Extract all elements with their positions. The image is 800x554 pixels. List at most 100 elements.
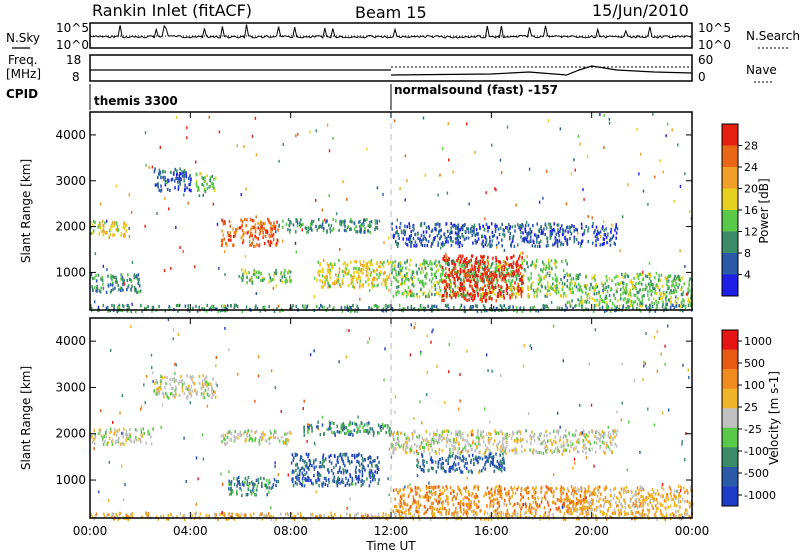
heatmap-cell — [350, 482, 353, 486]
heatmap-cell — [383, 260, 385, 265]
heatmap-cell — [339, 247, 341, 251]
heatmap-cell — [554, 284, 556, 288]
heatmap-cell — [190, 392, 192, 396]
heatmap-cell — [360, 270, 362, 274]
heatmap-cell — [594, 274, 596, 278]
heatmap-cell — [361, 456, 364, 460]
heatmap-cell — [313, 474, 315, 478]
heatmap-cell — [652, 283, 654, 287]
heatmap-cell — [468, 263, 471, 267]
heatmap-cell — [546, 500, 549, 504]
heatmap-cell — [510, 274, 513, 278]
heatmap-cell — [268, 478, 270, 483]
heatmap-cell — [455, 294, 457, 298]
heatmap-cell — [329, 285, 332, 289]
heatmap-cell — [296, 462, 298, 466]
heatmap-cell — [412, 292, 415, 296]
heatmap-cell — [446, 304, 448, 308]
heatmap-cell — [349, 461, 351, 465]
heatmap-cell — [434, 272, 437, 276]
heatmap-cell — [300, 218, 302, 222]
heatmap-cell — [310, 227, 312, 231]
heatmap-cell — [476, 304, 478, 308]
heatmap-cell — [609, 239, 611, 243]
heatmap-cell — [415, 505, 418, 509]
heatmap-cell — [561, 498, 563, 502]
heatmap-cell — [592, 309, 595, 313]
heatmap-cell — [102, 233, 105, 237]
heatmap-cell — [197, 188, 199, 192]
heatmap-cell — [627, 305, 629, 309]
heatmap-cell — [232, 490, 234, 494]
heatmap-cell — [330, 262, 333, 266]
heatmap-cell — [360, 462, 363, 466]
heatmap-cell — [454, 263, 457, 267]
heatmap-cell — [496, 236, 499, 240]
heatmap-cell — [501, 222, 503, 227]
heatmap-cell — [583, 229, 586, 233]
heatmap-cell — [662, 170, 664, 174]
heatmap-cell — [620, 293, 622, 297]
heatmap-cell — [554, 258, 556, 262]
heatmap-cell — [276, 238, 278, 242]
heatmap-cell — [549, 270, 551, 274]
heatmap-cell — [304, 460, 306, 464]
heatmap-cell — [435, 439, 437, 443]
heatmap-cell — [162, 392, 165, 396]
heatmap-cell — [501, 448, 504, 452]
heatmap-cell — [423, 262, 426, 266]
heatmap-cell — [407, 292, 409, 297]
heatmap-cell — [688, 210, 691, 214]
heatmap-cell — [466, 278, 468, 282]
heatmap-cell — [301, 228, 303, 232]
heatmap-cell — [244, 268, 247, 272]
heatmap-cell — [329, 272, 331, 276]
heatmap-cell — [511, 239, 514, 243]
heatmap-cell — [308, 458, 311, 462]
heatmap-cell — [305, 452, 308, 456]
heatmap-cell — [90, 304, 92, 308]
heatmap-cell — [494, 285, 497, 290]
heatmap-cell — [454, 237, 457, 241]
heatmap-cell — [485, 272, 488, 276]
heatmap-cell — [573, 229, 576, 233]
heatmap-cell — [494, 439, 496, 443]
heatmap-cell — [181, 174, 184, 178]
heatmap-cell — [241, 480, 244, 484]
heatmap-cell — [211, 388, 213, 392]
heatmap-cell — [439, 173, 441, 177]
heatmap-cell — [422, 237, 424, 241]
heatmap-cell — [381, 422, 384, 427]
heatmap-cell — [438, 500, 440, 504]
heatmap-cell — [135, 438, 138, 442]
heatmap-cell — [419, 304, 422, 308]
heatmap-cell — [388, 430, 390, 434]
heatmap-cell — [222, 222, 225, 226]
heatmap-cell — [316, 425, 318, 429]
heatmap-cell — [623, 289, 626, 293]
heatmap-cell — [632, 286, 634, 290]
heatmap-cell — [269, 429, 271, 433]
heatmap-cell — [377, 283, 379, 287]
heatmap-cell — [632, 306, 634, 310]
heatmap-cell — [489, 272, 492, 277]
heatmap-cell — [90, 307, 93, 311]
heatmap-cell — [453, 494, 455, 498]
heatmap-cell — [498, 260, 500, 264]
heatmap-cell — [679, 278, 682, 283]
heatmap-cell — [476, 291, 479, 295]
heatmap-cell — [364, 218, 367, 222]
heatmap-cell — [460, 286, 462, 290]
heatmap-cell — [167, 396, 170, 400]
heatmap-cell — [452, 275, 454, 279]
heatmap-cell — [487, 229, 489, 233]
heatmap-cell — [209, 176, 212, 180]
heatmap-cell — [246, 479, 249, 483]
heatmap-cell — [339, 452, 342, 457]
heatmap-cell — [538, 273, 540, 277]
heatmap-cell — [592, 275, 595, 279]
heatmap-cell — [376, 307, 378, 311]
heatmap-cell — [395, 291, 397, 295]
heatmap-cell — [467, 491, 470, 496]
heatmap-cell — [475, 228, 478, 232]
